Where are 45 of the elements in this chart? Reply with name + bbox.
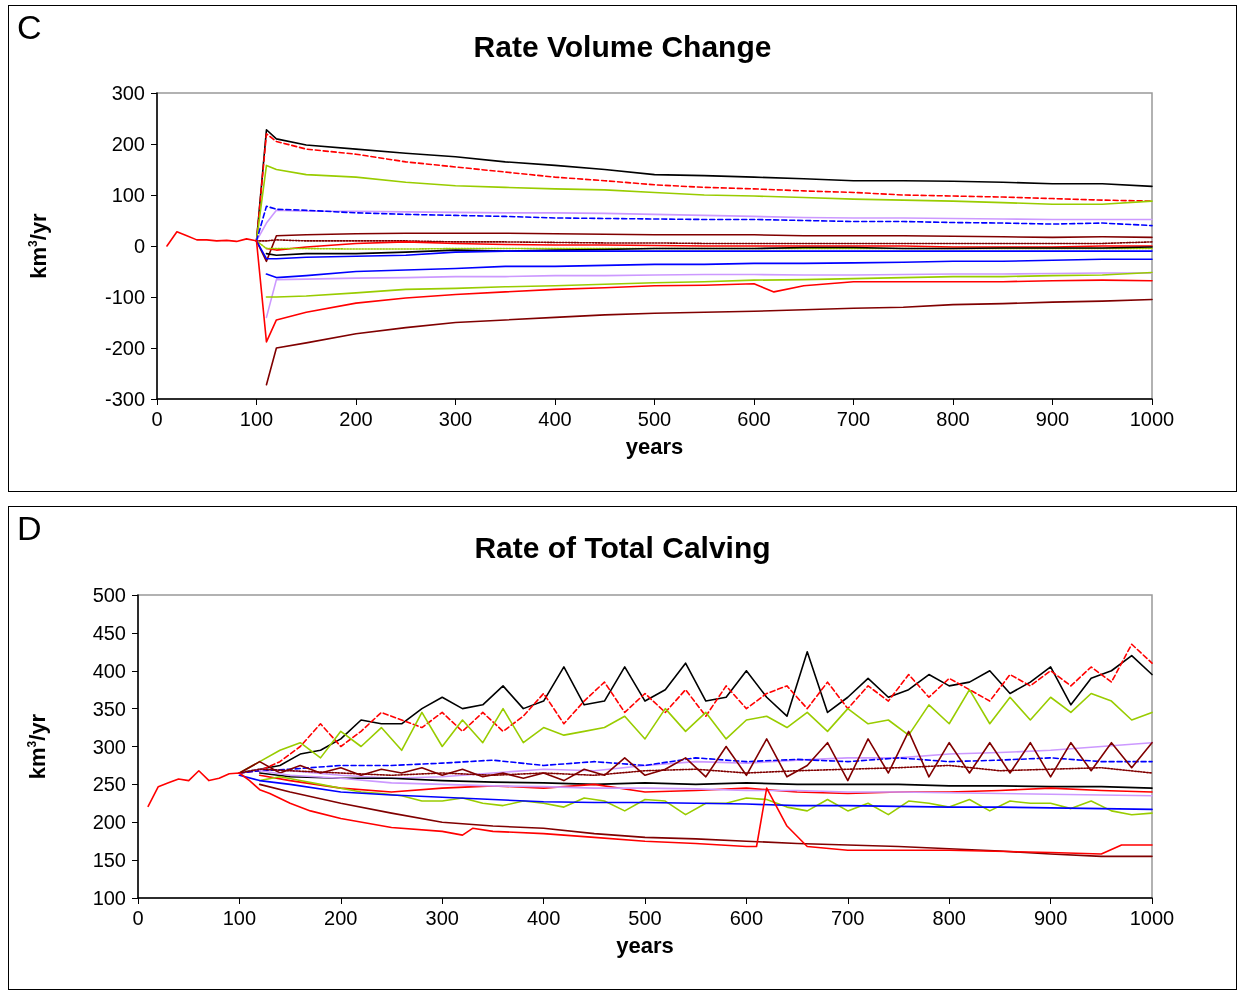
chart-title: Rate Volume Change [473, 29, 772, 63]
x-tick-label: 800 [932, 907, 966, 929]
y-tick-label: 150 [92, 849, 126, 872]
x-tick-label: 400 [538, 408, 572, 430]
x-tick-label: 600 [737, 408, 771, 430]
x-axis-title: years [616, 932, 674, 958]
x-tick-label: 900 [1035, 408, 1070, 430]
x-tick-label: 500 [628, 907, 662, 929]
y-tick-label: -300 [104, 388, 145, 410]
y-tick-label: 350 [92, 697, 126, 720]
y-tick-label: 450 [92, 621, 126, 644]
x-tick-label: 800 [936, 408, 970, 430]
y-tick-label: 400 [92, 659, 126, 682]
chart-title: Rate of Total Calving [474, 530, 771, 564]
y-axis-title: km3/yr [24, 713, 50, 780]
x-tick-label: 1000 [1129, 907, 1175, 929]
x-tick-label: 200 [324, 907, 358, 929]
x-tick-label: 1000 [1129, 408, 1175, 430]
text: D [17, 509, 42, 547]
y-axis-title: km3/yr [25, 212, 51, 279]
x-tick-label: 700 [836, 408, 871, 430]
y-tick-label: -200 [104, 337, 145, 359]
text: C [17, 8, 42, 46]
x-axis-title: years [625, 433, 684, 459]
x-tick-label: 200 [339, 408, 373, 430]
x-tick-label: 500 [637, 408, 672, 430]
y-tick-label: 200 [111, 133, 145, 155]
y-tick-label: 500 [92, 584, 126, 606]
x-tick-label: 100 [222, 907, 257, 929]
y-tick-label: 0 [133, 235, 145, 257]
x-tick-label: 600 [729, 907, 764, 929]
y-tick-label: 300 [111, 82, 145, 104]
x-tick-label: 700 [831, 907, 865, 929]
y-tick-label: 100 [92, 887, 126, 909]
y-tick-label: 250 [92, 773, 126, 796]
x-tick-label: 0 [151, 408, 163, 430]
x-tick-label: 400 [526, 907, 561, 929]
x-tick-label: 300 [425, 907, 459, 929]
x-tick-label: 300 [438, 408, 473, 430]
x-tick-label: 100 [239, 408, 274, 430]
y-tick-label: 200 [92, 811, 126, 834]
y-tick-label: 300 [92, 735, 126, 758]
y-tick-label: 100 [111, 184, 145, 206]
x-tick-label: 900 [1033, 907, 1068, 929]
y-tick-label: -100 [104, 286, 145, 308]
